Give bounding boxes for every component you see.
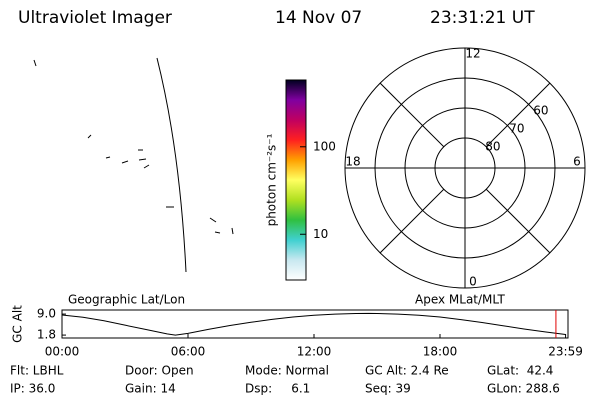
- colorbar-frame: [285, 79, 307, 281]
- alt-frame: [61, 309, 569, 339]
- colorbar-label: photon cm⁻²s⁻¹: [265, 133, 279, 226]
- speckle: [121, 160, 129, 164]
- speckle: [231, 227, 234, 235]
- title: Ultraviolet Imager: [18, 8, 172, 28]
- info-field: Mode: Normal: [245, 364, 329, 378]
- limb: [156, 57, 187, 273]
- mlt-spoke: [485, 188, 551, 254]
- mlt-spoke: [485, 82, 551, 148]
- y-tick-label: 9.0: [37, 307, 56, 321]
- info-field: GLat: 42.4: [487, 364, 553, 378]
- x-tick-label: 12:00: [297, 345, 332, 359]
- colorbar-tick-label: 10: [313, 227, 328, 241]
- mlt-label: 12: [465, 47, 480, 61]
- info-field: Gain: 14: [125, 382, 176, 396]
- info-field: Dsp: 6.1: [245, 382, 310, 396]
- time: 23:31:21 UT: [430, 8, 535, 28]
- info-field: Flt: LBHL: [10, 364, 64, 378]
- mlt-spoke: [379, 82, 445, 148]
- mlt-label: 6: [573, 155, 581, 169]
- colorbar: [286, 80, 306, 280]
- mlt-spoke: [379, 188, 445, 254]
- speckle: [214, 231, 221, 234]
- info-field: IP: 36.0: [10, 382, 55, 396]
- mlt-label: 18: [345, 155, 360, 169]
- alt-title-right: Apex MLat/MLT: [415, 293, 505, 307]
- x-tick-label: 18:00: [423, 345, 458, 359]
- speckle: [209, 217, 217, 223]
- speckle: [87, 134, 92, 139]
- speckle: [33, 59, 37, 67]
- lat-label: 60: [533, 103, 548, 117]
- mlt-label: 0: [469, 275, 477, 289]
- info-field: GC Alt: 2.4 Re: [365, 364, 449, 378]
- lat-label: 80: [485, 139, 500, 153]
- date: 14 Nov 07: [275, 8, 362, 28]
- speckle: [105, 156, 111, 159]
- speckles: [33, 59, 234, 235]
- lat-label: 70: [509, 121, 524, 135]
- y-tick-label: 1.8: [37, 328, 56, 342]
- alt-ylabel: GC Alt: [11, 305, 25, 343]
- alt-title-left: Geographic Lat/Lon: [68, 293, 185, 307]
- x-tick-label: 00:00: [45, 345, 80, 359]
- x-tick-label: 06:00: [171, 345, 206, 359]
- info-field: Seq: 39: [365, 382, 411, 396]
- colorbar-tick-label: 100: [313, 139, 336, 153]
- speckle: [143, 164, 150, 169]
- altitude-line: [61, 312, 566, 336]
- info-field: Door: Open: [125, 364, 194, 378]
- speckle: [138, 158, 147, 161]
- x-tick-label: 23:59: [548, 345, 583, 359]
- info-field: GLon: 288.6: [487, 382, 560, 396]
